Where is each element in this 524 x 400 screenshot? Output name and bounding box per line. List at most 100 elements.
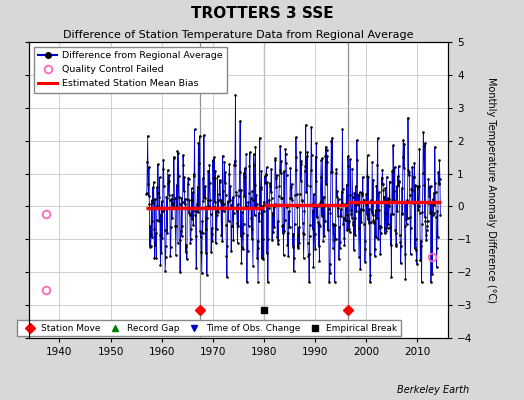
Point xyxy=(423,217,432,224)
Point xyxy=(351,214,359,221)
Point xyxy=(245,162,254,169)
Point xyxy=(163,230,171,237)
Point xyxy=(202,226,210,232)
Point xyxy=(149,179,158,186)
Point xyxy=(379,180,387,187)
Point xyxy=(308,226,316,232)
Point xyxy=(217,200,226,207)
Point xyxy=(326,210,335,216)
Point xyxy=(203,197,212,203)
Point xyxy=(312,140,321,146)
Point xyxy=(361,258,369,265)
Point xyxy=(416,210,424,216)
Point xyxy=(332,170,340,177)
Point xyxy=(225,170,233,177)
Point xyxy=(432,264,441,270)
Point xyxy=(388,168,396,174)
Point xyxy=(337,212,345,219)
Point xyxy=(252,192,260,199)
Point xyxy=(423,223,431,230)
Y-axis label: Monthly Temperature Anomaly Difference (°C): Monthly Temperature Anomaly Difference (… xyxy=(486,77,496,303)
Point xyxy=(260,202,269,208)
Point xyxy=(340,242,348,248)
Point xyxy=(433,245,441,251)
Point xyxy=(153,184,161,190)
Point xyxy=(264,236,272,242)
Point xyxy=(196,229,205,236)
Point xyxy=(361,246,369,252)
Point xyxy=(220,208,228,214)
Point xyxy=(169,155,178,161)
Point xyxy=(177,227,185,234)
Point xyxy=(372,183,380,189)
Point xyxy=(297,160,305,167)
Point xyxy=(240,193,248,199)
Point xyxy=(408,186,416,193)
Point xyxy=(294,224,303,230)
Point xyxy=(145,164,153,171)
Point xyxy=(272,184,280,190)
Point xyxy=(410,160,419,166)
Point xyxy=(208,230,216,237)
Point xyxy=(169,200,178,206)
Point xyxy=(279,229,287,236)
Point xyxy=(188,185,196,192)
Point xyxy=(259,256,267,262)
Point xyxy=(286,195,294,201)
Point xyxy=(389,142,397,148)
Point xyxy=(225,161,234,167)
Point xyxy=(320,233,328,240)
Point xyxy=(265,202,274,208)
Point xyxy=(189,222,198,228)
Point xyxy=(389,166,398,173)
Point xyxy=(164,180,172,186)
Point xyxy=(293,204,301,210)
Point xyxy=(217,232,225,238)
Point xyxy=(316,174,325,180)
Point xyxy=(377,224,385,230)
Point xyxy=(381,210,390,217)
Point xyxy=(205,162,214,168)
Point xyxy=(212,240,220,246)
Point xyxy=(342,201,351,208)
Point xyxy=(428,201,436,207)
Point xyxy=(278,223,287,229)
Point xyxy=(234,201,242,207)
Point xyxy=(427,182,435,189)
Point xyxy=(245,190,253,196)
Point xyxy=(154,161,162,168)
Point xyxy=(381,185,389,191)
Point xyxy=(247,236,256,242)
Point xyxy=(343,212,352,218)
Point xyxy=(365,220,373,226)
Point xyxy=(328,168,336,175)
Point xyxy=(396,232,404,239)
Point xyxy=(383,197,391,203)
Point xyxy=(281,146,289,152)
Point xyxy=(409,199,417,206)
Point xyxy=(421,218,430,225)
Point xyxy=(238,230,247,236)
Point xyxy=(415,183,423,190)
Point xyxy=(305,233,314,239)
Point xyxy=(307,166,315,173)
Point xyxy=(335,224,344,230)
Point xyxy=(429,212,437,218)
Point xyxy=(154,203,162,210)
Point xyxy=(292,191,301,197)
Point xyxy=(345,218,353,224)
Point xyxy=(330,222,338,229)
Point xyxy=(200,132,208,138)
Point xyxy=(192,204,201,210)
Point xyxy=(431,188,440,195)
Point xyxy=(199,198,208,204)
Point xyxy=(366,272,375,278)
Point xyxy=(384,225,392,232)
Point xyxy=(254,238,262,244)
Point xyxy=(392,183,401,189)
Point xyxy=(359,207,367,214)
Point xyxy=(146,243,154,250)
Point xyxy=(315,221,323,227)
Point xyxy=(406,251,414,258)
Point xyxy=(318,198,326,204)
